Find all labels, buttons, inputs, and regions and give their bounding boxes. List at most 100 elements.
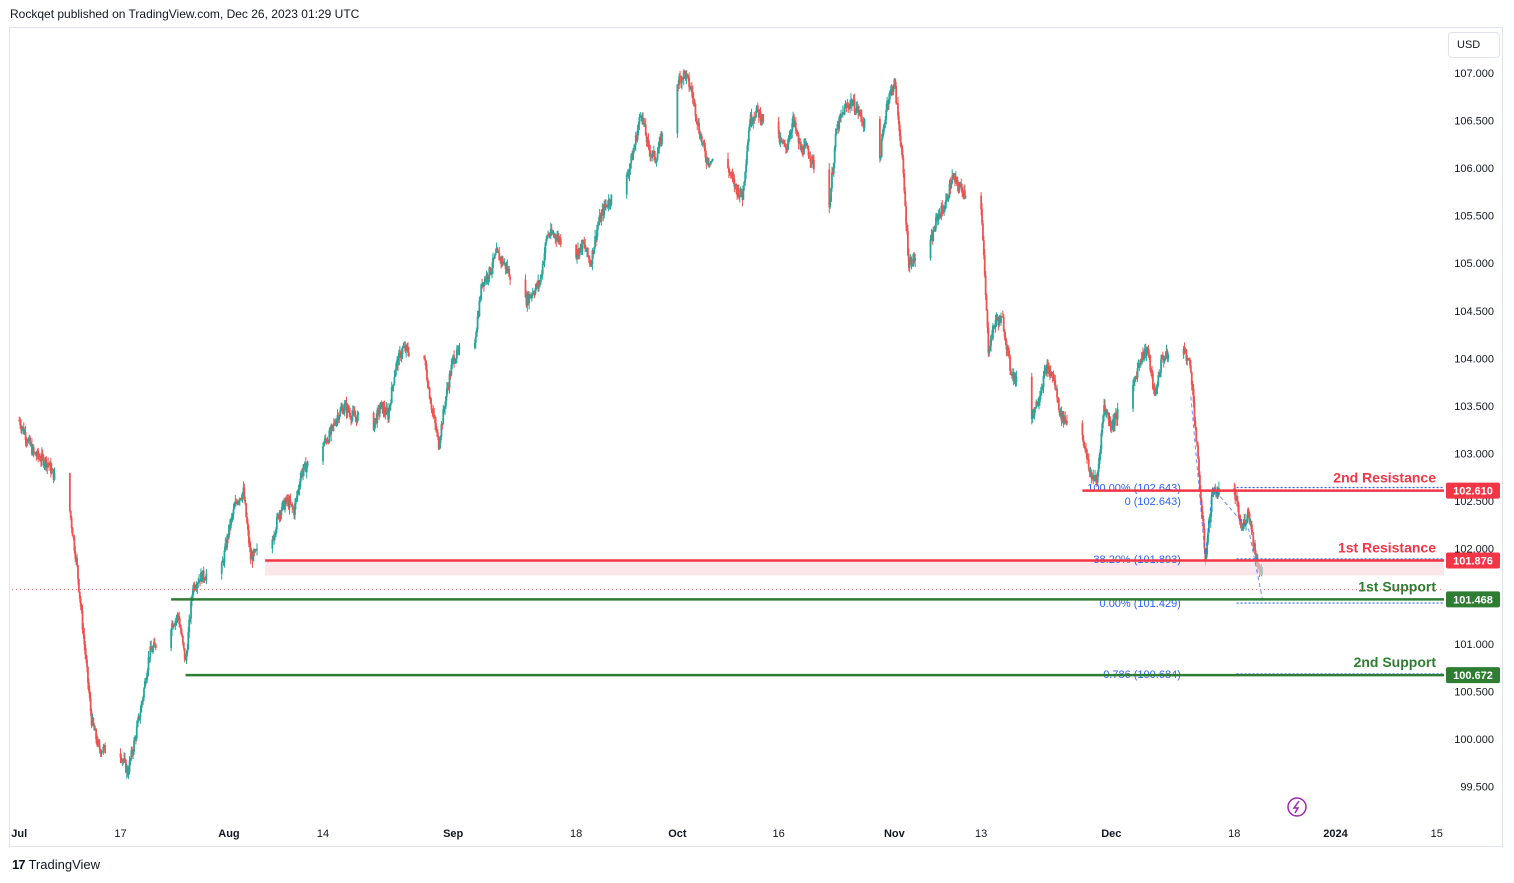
candle-body (931, 235, 934, 242)
candle-body (426, 379, 429, 388)
candle-body (42, 456, 45, 466)
candle-body (227, 535, 229, 538)
candle-body (934, 228, 936, 232)
candle-body (21, 426, 24, 428)
candle-body (1143, 348, 1146, 356)
chart-frame (9, 27, 1503, 847)
candle-body (274, 534, 276, 537)
candle-body (498, 252, 501, 261)
candle-body (861, 121, 864, 124)
candle-body (299, 478, 302, 487)
candle-body (94, 729, 97, 731)
candle-body (154, 644, 157, 649)
candle-body (840, 114, 842, 118)
candle-body (205, 573, 208, 580)
candle-body (991, 335, 993, 339)
candle-body (579, 244, 582, 248)
candle-body (388, 408, 390, 420)
candle-body (1045, 367, 1048, 374)
candle-body (680, 77, 682, 84)
candle-body (990, 335, 992, 346)
candle-body (456, 349, 459, 352)
candle-body (585, 249, 587, 252)
candle-body (1152, 385, 1155, 389)
candle-body (1199, 475, 1201, 491)
candle-body (196, 583, 199, 588)
candle-body (828, 169, 831, 207)
candle-body (1104, 405, 1106, 411)
level-price-badge (1446, 667, 1500, 684)
candle-body (1035, 401, 1038, 409)
candle-body (487, 278, 490, 280)
candle-body (330, 426, 333, 435)
candle-body (835, 129, 838, 135)
candle-body (897, 103, 899, 116)
candle-body (949, 183, 952, 189)
candle-body (1104, 410, 1107, 415)
candle-body (850, 99, 853, 106)
candle-body (144, 681, 147, 683)
candle-body (836, 124, 839, 130)
candle-body (760, 120, 763, 122)
candle-body (401, 347, 404, 354)
candle-body (890, 87, 893, 90)
candle-body (576, 255, 578, 258)
candle-body (104, 745, 107, 754)
candle-body (779, 138, 782, 143)
candle-body (271, 539, 274, 549)
candle-body (1103, 405, 1105, 416)
candle-body (859, 111, 862, 116)
candle-body (353, 412, 356, 417)
candle-body (1082, 435, 1085, 442)
level-name: 1st Resistance (1338, 540, 1436, 556)
candle-body (904, 191, 907, 207)
candle-body (631, 154, 634, 161)
candle-body (588, 258, 591, 264)
candle-body (852, 99, 855, 104)
candle-body (538, 280, 540, 285)
candle-body (86, 659, 88, 667)
candle-body (733, 178, 736, 187)
candle-body (805, 144, 808, 146)
candle-body (1203, 528, 1206, 549)
candle-body (879, 156, 882, 159)
candle-body (682, 70, 685, 80)
candle-body (192, 584, 195, 591)
candle-body (306, 461, 309, 466)
candle-body (100, 752, 103, 754)
candle-body (1065, 421, 1068, 423)
candle-body (443, 408, 446, 410)
candle-body (950, 183, 953, 189)
candle-body (435, 430, 438, 433)
x-tick-label: 15 (1431, 828, 1443, 840)
candle-body (246, 516, 248, 524)
candle-body (797, 134, 800, 144)
candle-body (451, 359, 454, 365)
candle-body (735, 184, 738, 188)
replay-icon[interactable] (1287, 797, 1307, 817)
candle-body (1235, 497, 1237, 500)
candle-body (841, 112, 844, 115)
candle-body (555, 237, 558, 241)
fib-level-label: 100.00% (102.643) (1087, 483, 1181, 495)
candle-body (325, 439, 328, 443)
candle-body (626, 174, 629, 176)
tradingview-brand[interactable]: 17 TradingView (12, 857, 100, 872)
candle-body (584, 244, 587, 250)
candle-body (1109, 418, 1112, 427)
candle-body (24, 432, 27, 440)
candle-body (598, 215, 601, 223)
candle-body (225, 543, 228, 548)
candle-body (705, 157, 708, 164)
currency-button[interactable]: USD (1448, 32, 1500, 58)
candle-body (798, 142, 801, 144)
y-tick-label: 100.500 (1454, 687, 1494, 699)
candle-body (350, 417, 352, 420)
candle-body (1094, 476, 1096, 480)
candle-body (545, 238, 548, 244)
candle-body (28, 437, 31, 440)
candle-body (440, 424, 443, 437)
candle-body (781, 140, 784, 144)
candle-body (441, 424, 444, 426)
